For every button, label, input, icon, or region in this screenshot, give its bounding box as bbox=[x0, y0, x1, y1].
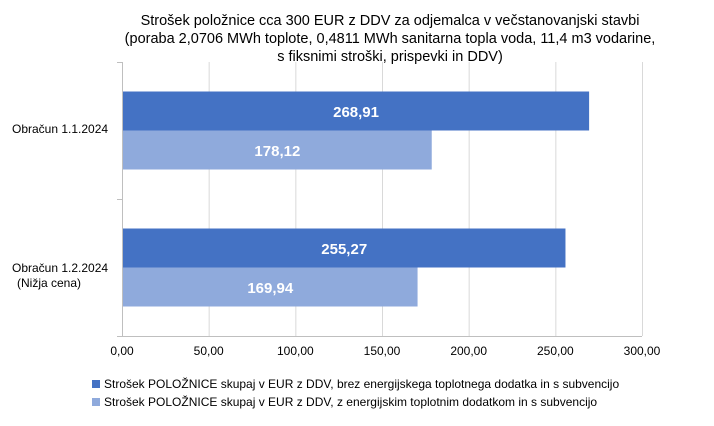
x-tick-label-3: 150,00 bbox=[364, 344, 401, 358]
bar-series-1-category-2 bbox=[123, 228, 566, 268]
x-tick-label-2: 100,00 bbox=[277, 344, 314, 358]
data-label-series-1-category-1: 268,91 bbox=[333, 104, 379, 121]
x-tick-label-4: 200,00 bbox=[450, 344, 487, 358]
bar-series-2-category-1 bbox=[123, 130, 432, 170]
data-label-series-2-category-2: 169,94 bbox=[247, 280, 294, 297]
x-tick-label-0: 0,00 bbox=[110, 344, 134, 358]
category-label-2: Obračun 1.2.2024 (Nižja cena) bbox=[12, 261, 108, 291]
category-label-2-line-1: Obračun 1.2.2024 bbox=[12, 261, 109, 275]
x-tick-label-1: 50,00 bbox=[194, 344, 224, 358]
x-tick-label-6: 300,00 bbox=[624, 344, 661, 358]
chart-title: Strošek položnice cca 300 EUR z DDV za o… bbox=[90, 12, 690, 66]
category-label-1-line-1: Obračun 1.1.2024 bbox=[12, 122, 109, 136]
chart-title-line-1: Strošek položnice cca 300 EUR z DDV za o… bbox=[140, 13, 640, 29]
category-label-2-line-2: (Nižja cena) bbox=[17, 276, 82, 290]
bar-series-1-category-1 bbox=[123, 91, 590, 131]
data-label-series-1-category-2: 255,27 bbox=[321, 241, 367, 258]
category-label-1: Obračun 1.1.2024 bbox=[12, 122, 108, 137]
x-tick-label-5: 250,00 bbox=[537, 344, 574, 358]
chart-title-line-2: (poraba 2,0706 MWh toplote, 0,4811 MWh s… bbox=[124, 31, 656, 47]
legend-swatch-1 bbox=[92, 380, 100, 388]
legend-item-2: Strošek POLOŽNICE skupaj v EUR z DDV, z … bbox=[92, 393, 619, 411]
legend: Strošek POLOŽNICE skupaj v EUR z DDV, br… bbox=[92, 375, 619, 411]
data-label-series-2-category-1: 178,12 bbox=[254, 143, 300, 160]
chart-title-line-3: s fiksnimi stroški, prispevki in DDV) bbox=[277, 49, 503, 65]
legend-label-1: Strošek POLOŽNICE skupaj v EUR z DDV, br… bbox=[104, 377, 620, 391]
bar-series-2-category-2 bbox=[123, 267, 418, 307]
legend-item-1: Strošek POLOŽNICE skupaj v EUR z DDV, br… bbox=[92, 375, 619, 393]
legend-swatch-2 bbox=[92, 398, 100, 406]
legend-label-2: Strošek POLOŽNICE skupaj v EUR z DDV, z … bbox=[104, 395, 598, 409]
